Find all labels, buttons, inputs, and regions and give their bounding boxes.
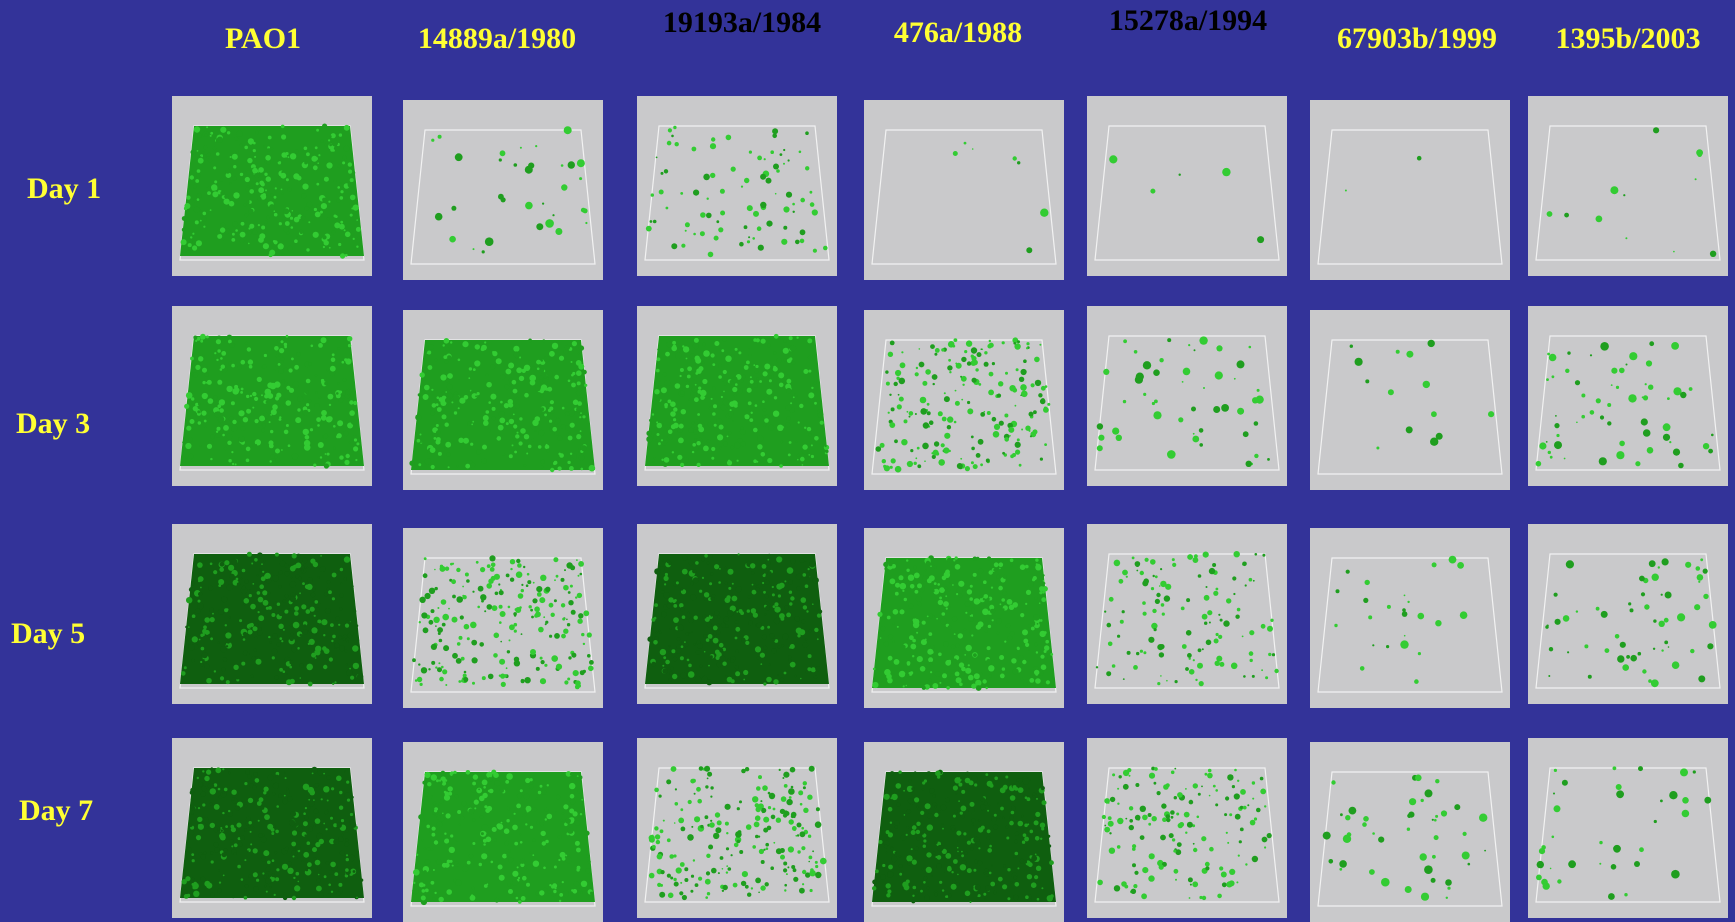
biofilm-image-tile — [403, 100, 603, 280]
biofilm-image-tile — [172, 96, 372, 276]
biofilm-image-tile — [403, 310, 603, 490]
biofilm-image-tile — [1087, 738, 1287, 918]
biofilm-image-tile — [172, 738, 372, 918]
column-header-14889a-1980: 14889a/1980 — [417, 22, 577, 55]
biofilm-image-tile — [1528, 306, 1728, 486]
biofilm-image-tile — [1528, 738, 1728, 918]
biofilm-image-tile — [1310, 742, 1510, 922]
biofilm-image-tile — [172, 524, 372, 704]
biofilm-image-tile — [637, 96, 837, 276]
biofilm-image-tile — [637, 524, 837, 704]
column-header-476a-1988: 476a/1988 — [893, 16, 1023, 49]
biofilm-image-tile — [403, 528, 603, 708]
biofilm-image-tile — [1528, 524, 1728, 704]
row-label-day-7: Day 7 — [19, 794, 94, 827]
column-header-pao1: PAO1 — [224, 22, 302, 55]
row-label-day-5: Day 5 — [11, 617, 86, 650]
biofilm-image-tile — [864, 528, 1064, 708]
biofilm-image-tile — [637, 738, 837, 918]
biofilm-image-tile — [1310, 528, 1510, 708]
row-label-day-1: Day 1 — [27, 172, 102, 205]
biofilm-image-tile — [1310, 310, 1510, 490]
column-header-1395b-2003: 1395b/2003 — [1555, 22, 1701, 55]
column-header-67903b-1999: 67903b/1999 — [1336, 22, 1498, 55]
biofilm-image-tile — [1528, 96, 1728, 276]
biofilm-image-tile — [172, 306, 372, 486]
biofilm-image-tile — [637, 306, 837, 486]
biofilm-image-tile — [1087, 524, 1287, 704]
column-header-19193a-1984: 19193a/1984 — [662, 6, 822, 39]
column-header-15278a-1994: 15278a/1994 — [1108, 4, 1268, 37]
biofilm-image-tile — [864, 742, 1064, 922]
biofilm-image-tile — [1087, 96, 1287, 276]
biofilm-image-tile — [403, 742, 603, 922]
biofilm-image-tile — [864, 100, 1064, 280]
biofilm-image-tile — [1087, 306, 1287, 486]
row-label-day-3: Day 3 — [16, 407, 91, 440]
biofilm-image-tile — [1310, 100, 1510, 280]
biofilm-image-tile — [864, 310, 1064, 490]
